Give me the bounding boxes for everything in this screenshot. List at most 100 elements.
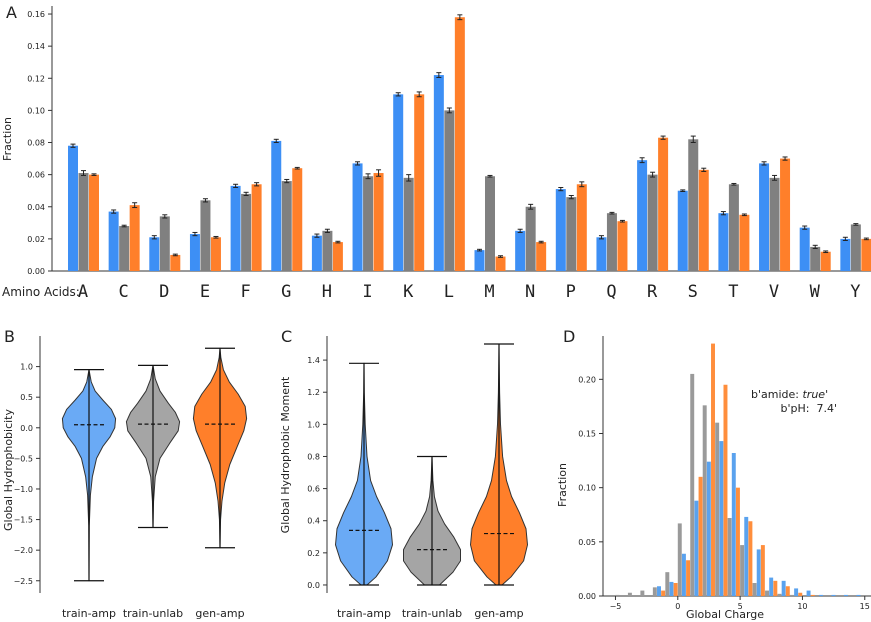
panel-b-violin-chart: −2.5 −2.0 −1.5 −1.0 −0.5 0.0 0.5 1.0 Global Hyd… xyxy=(2,336,248,620)
amino-acid-label-D: D xyxy=(159,282,169,302)
bar-gen_amp-I xyxy=(373,173,384,271)
bar-train_unlab-L xyxy=(444,110,455,271)
hist-bar-hist_gen_amp xyxy=(785,586,790,596)
hist-bar-hist_train_amp xyxy=(756,549,761,596)
bar-gen_amp-W xyxy=(820,251,831,271)
hist-bar-hist_gen_amp xyxy=(748,521,753,596)
violin-x-label-train_unlab: train-unlab xyxy=(402,607,462,620)
hist-bar-hist_train_amp xyxy=(719,441,724,596)
bar-gen_amp-E xyxy=(210,237,221,271)
bar-gen_amp-L xyxy=(454,17,465,271)
panel-letter-b: B xyxy=(4,327,15,346)
panel-b-y-tick-label: −2.0 xyxy=(14,546,33,555)
amino-acid-label-C: C xyxy=(119,282,129,302)
hist-bar-hist_train_unlab xyxy=(740,545,745,596)
bar-train_unlab-V xyxy=(769,177,780,271)
annotation-amide: b'amide: true' xyxy=(751,388,828,401)
hist-bar-hist_train_unlab xyxy=(777,593,782,596)
amino-acid-label-H: H xyxy=(322,282,332,302)
hist-bar-hist_gen_amp xyxy=(810,594,815,596)
hist-bar-hist_gen_amp xyxy=(723,384,728,596)
bar-train_amp-M xyxy=(474,250,485,271)
bar-train_unlab-E xyxy=(200,200,211,271)
panel-b-y-tick-label: 0.5 xyxy=(20,393,33,402)
panel-c-y-tick-label: 0.4 xyxy=(307,517,320,526)
hist-bar-hist_train_amp xyxy=(669,581,674,596)
bar-gen_amp-G xyxy=(292,168,303,271)
bar-train_unlab-A xyxy=(78,173,89,271)
annotation-ph: b'pH: 7.4' xyxy=(781,402,837,415)
hist-bar-hist_train_amp xyxy=(744,516,749,596)
bar-train_unlab-S xyxy=(688,139,699,271)
panel-d-x-tick-label: 15 xyxy=(860,602,870,611)
hist-bar-hist_train_amp xyxy=(819,594,824,596)
hist-bar-hist_train_amp xyxy=(781,580,786,596)
bar-train_unlab-W xyxy=(810,246,821,271)
amino-acid-label-L: L xyxy=(444,282,454,302)
bar-train_amp-C xyxy=(108,211,119,271)
annotation-amide-suffix: ' xyxy=(825,388,828,401)
bar-train_amp-A xyxy=(68,145,78,271)
amino-acid-label-I: I xyxy=(362,282,372,302)
bar-gen_amp-M xyxy=(495,256,506,271)
hist-bar-hist_train_unlab xyxy=(752,583,757,596)
bar-train_amp-S xyxy=(677,190,688,271)
amino-acid-label-E: E xyxy=(200,282,210,302)
panel-b-y-tick-label: −1.0 xyxy=(14,485,33,494)
bar-train_unlab-C xyxy=(119,226,130,271)
panel-b-y-tick-label: −0.5 xyxy=(14,454,33,463)
annotation-amide-value: true xyxy=(802,388,825,401)
amino-acids-row-label: Amino Acids: xyxy=(2,285,80,299)
bar-gen_amp-V xyxy=(780,158,791,271)
amino-acid-label-Q: Q xyxy=(606,282,616,302)
panel-a-y-tick-label: 0.04 xyxy=(27,203,45,212)
panel-b-y-tick-label: −2.5 xyxy=(14,577,33,586)
hist-bar-hist_train_amp xyxy=(806,590,811,596)
bar-train_amp-P xyxy=(555,189,566,271)
bar-train_unlab-N xyxy=(525,206,536,271)
bar-train_unlab-T xyxy=(728,184,739,271)
panel-a-y-tick-label: 0.10 xyxy=(27,106,45,115)
panel-a-y-tick-label: 0.06 xyxy=(27,171,45,180)
hist-bar-hist_train_unlab xyxy=(789,594,794,596)
hist-bar-hist_gen_amp xyxy=(686,560,691,596)
bar-gen_amp-C xyxy=(129,205,140,271)
hist-bar-hist_train_unlab xyxy=(627,592,632,596)
amino-acid-label-T: T xyxy=(728,282,738,302)
amino-acid-label-R: R xyxy=(647,282,658,302)
hist-bar-hist_gen_amp xyxy=(673,583,678,596)
hist-bar-hist_gen_amp xyxy=(735,487,740,596)
bar-train_amp-K xyxy=(393,94,404,271)
panel-d-y-label: Fraction xyxy=(556,463,569,507)
amino-acid-label-W: W xyxy=(810,282,821,302)
bar-train_amp-W xyxy=(799,227,810,271)
panel-d-x-label: Global Charge xyxy=(686,608,764,621)
bar-train_unlab-K xyxy=(403,177,414,271)
amino-acid-label-Y: Y xyxy=(850,282,860,302)
bar-train_unlab-R xyxy=(647,174,658,271)
violin-x-label-gen_amp: gen-amp xyxy=(474,607,523,620)
bar-train_unlab-F xyxy=(241,193,252,271)
hist-bar-hist_train_unlab xyxy=(765,590,770,596)
hist-bar-hist_train_unlab xyxy=(715,422,720,596)
violin-x-label-train_amp: train-amp xyxy=(62,607,116,620)
bar-train_amp-I xyxy=(352,163,363,271)
panel-a-y-tick-label: 0.14 xyxy=(27,42,45,51)
hist-bar-hist_gen_amp xyxy=(661,590,666,596)
annotation-amide-prefix: b'amide: xyxy=(751,388,802,401)
bar-train_unlab-D xyxy=(159,216,170,271)
amino-acid-label-M: M xyxy=(484,282,494,302)
hist-bar-hist_train_amp xyxy=(731,453,736,596)
panel-d-y-tick-label: 0.15 xyxy=(578,430,596,439)
panel-b-y-tick-label: 1.0 xyxy=(20,363,33,372)
bar-train_amp-R xyxy=(637,160,648,271)
bar-gen_amp-Q xyxy=(617,221,628,271)
panel-b-y-tick-label: −1.5 xyxy=(14,516,33,525)
bar-train_unlab-Y xyxy=(850,224,861,271)
panel-c-y-tick-label: 0.8 xyxy=(307,452,320,461)
panel-c-y-tick-label: 0.6 xyxy=(307,485,320,494)
amino-acid-label-A: A xyxy=(78,282,88,302)
hist-bar-hist_gen_amp xyxy=(760,545,765,596)
hist-bar-hist_gen_amp xyxy=(798,592,803,596)
